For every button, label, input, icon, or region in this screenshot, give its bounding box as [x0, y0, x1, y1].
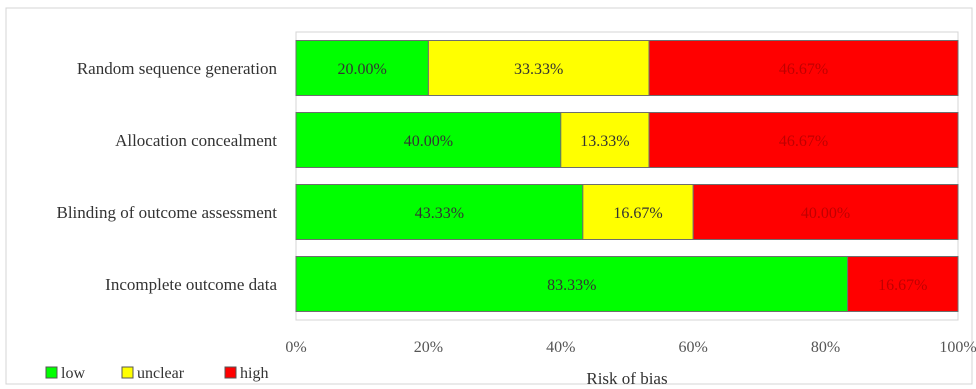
x-tick-label-3: 60% — [679, 339, 708, 356]
category-label-3: Incomplete outcome data — [105, 275, 277, 294]
x-tick-label-1: 20% — [414, 339, 443, 356]
bar-low-3 — [295, 256, 849, 312]
bar-high-0 — [648, 40, 959, 96]
bar-label-unclear-0: 33.33% — [514, 61, 563, 78]
bar-low-1 — [295, 112, 562, 168]
category-label-1: Allocation concealment — [115, 131, 277, 150]
bar-high-2 — [692, 184, 959, 240]
legend-label-unclear: unclear — [137, 365, 185, 382]
category-label-0: Random sequence generation — [77, 59, 278, 78]
bar-label-group: 20.00% 33.33% 46.67% 40.00% 13.33% 46.67% 43.3… — [338, 61, 928, 294]
bar-high-3 — [847, 256, 959, 312]
bar-label-unclear-1: 13.33% — [580, 133, 629, 150]
legend-swatch-high — [224, 366, 237, 379]
bar-stack-group — [295, 40, 959, 312]
category-label-group: Random sequence generation Allocation con… — [56, 59, 277, 294]
bar-label-low-3: 83.33% — [547, 277, 596, 294]
category-label-2: Blinding of outcome assessment — [56, 203, 277, 222]
x-tick-label-0: 0% — [285, 339, 306, 356]
bar-label-high-0: 46.67% — [779, 61, 828, 78]
bar-label-low-1: 40.00% — [404, 133, 453, 150]
x-tick-label-4: 80% — [811, 339, 840, 356]
legend: low unclear high — [45, 365, 268, 382]
legend-swatch-low — [45, 366, 58, 379]
bar-label-low-0: 20.00% — [338, 61, 387, 78]
bar-label-high-1: 46.67% — [779, 133, 828, 150]
bar-label-low-2: 43.33% — [415, 205, 464, 222]
bar-unclear-1 — [560, 112, 650, 168]
legend-label-low: low — [61, 365, 85, 382]
bar-unclear-2 — [582, 184, 694, 240]
bar-unclear-0 — [427, 40, 650, 96]
legend-swatch-unclear — [121, 366, 134, 379]
x-tick-label-2: 40% — [546, 339, 575, 356]
bar-label-high-2: 40.00% — [801, 205, 850, 222]
x-axis-title: Risk of bias — [586, 369, 667, 388]
x-tick-group: 0% 20% 40% 60% 80% 100% — [285, 339, 976, 356]
bar-high-1 — [648, 112, 959, 168]
x-tick-label-5: 100% — [939, 339, 976, 356]
legend-label-high: high — [240, 365, 268, 382]
bar-low-0 — [295, 40, 429, 96]
bar-label-unclear-2: 16.67% — [613, 205, 662, 222]
bar-low-2 — [295, 184, 584, 240]
bar-label-high-3: 16.67% — [878, 277, 927, 294]
